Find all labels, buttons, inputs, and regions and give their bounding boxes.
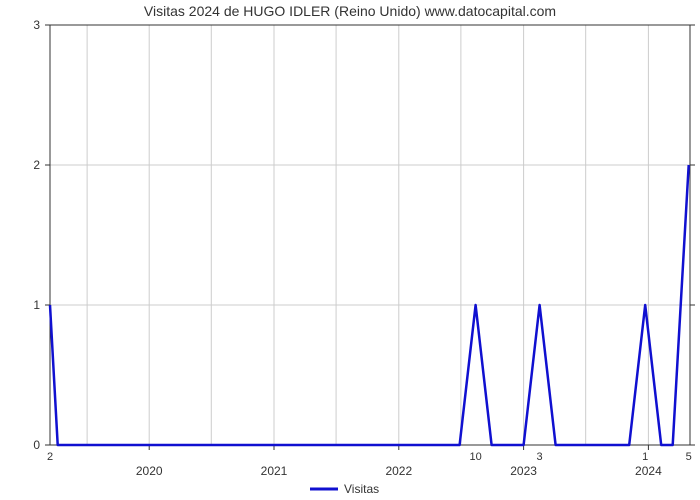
xtick-secondary: 5 (686, 451, 692, 463)
xtick-secondary: 1 (642, 451, 648, 463)
xtick-secondary: 10 (469, 451, 481, 463)
ytick-label: 1 (33, 298, 40, 312)
chart-svg: Visitas 2024 de HUGO IDLER (Reino Unido)… (0, 0, 700, 500)
ytick-label: 0 (33, 438, 40, 452)
xtick-year: 2024 (635, 464, 662, 478)
chart-bg (0, 0, 700, 500)
xtick-year: 2021 (261, 464, 288, 478)
xtick-year: 2020 (136, 464, 163, 478)
legend-label: Visitas (344, 482, 379, 496)
xtick-secondary: 3 (537, 451, 543, 463)
visits-chart: Visitas 2024 de HUGO IDLER (Reino Unido)… (0, 0, 700, 500)
xtick-year: 2023 (510, 464, 537, 478)
chart-title: Visitas 2024 de HUGO IDLER (Reino Unido)… (144, 3, 556, 19)
ytick-label: 3 (33, 18, 40, 32)
xtick-year: 2022 (385, 464, 412, 478)
ytick-label: 2 (33, 158, 40, 172)
xtick-secondary: 2 (47, 451, 53, 463)
